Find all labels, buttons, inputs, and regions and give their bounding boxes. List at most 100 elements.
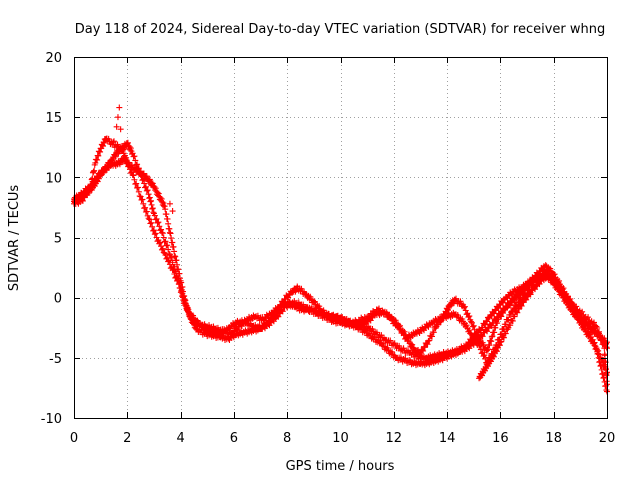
data-point [488, 338, 495, 345]
data-point [142, 184, 149, 191]
data-point [149, 180, 156, 187]
data-point [558, 287, 565, 294]
data-point [502, 330, 509, 337]
data-point [166, 229, 173, 236]
data-point [162, 206, 169, 213]
data-point [109, 157, 116, 164]
data-point [468, 338, 475, 345]
data-point [405, 336, 412, 343]
data-point [466, 313, 473, 320]
data-point [116, 104, 123, 111]
data-point [148, 179, 155, 186]
data-point [601, 374, 608, 381]
data-point [468, 318, 475, 325]
data-point [192, 317, 199, 324]
data-point [481, 321, 488, 328]
data-point [454, 311, 461, 318]
data-point [509, 317, 516, 324]
data-point [527, 291, 534, 298]
data-point [90, 168, 97, 175]
data-point [94, 157, 101, 164]
data-point [491, 310, 498, 317]
data-point [174, 261, 181, 268]
data-point [124, 139, 131, 146]
data-point [91, 183, 98, 190]
data-point [493, 348, 500, 355]
series-spikes [110, 104, 176, 215]
data-point [177, 275, 184, 282]
x-axis-label: GPS time / hours [286, 459, 395, 474]
data-point [407, 341, 414, 348]
data-point [524, 286, 531, 293]
data-point [173, 257, 180, 264]
data-point [421, 344, 428, 351]
data-point [143, 187, 150, 194]
data-point [169, 239, 176, 246]
data-point [593, 346, 600, 353]
data-point [587, 330, 594, 337]
data-point [500, 310, 507, 317]
axis-ticks: 0 2 4 6 8 10 12 14 16 18 20 -10 -5 0 5 10 15 20 [41, 51, 616, 446]
y-axis-label: SDTVAR / TECUs [7, 185, 22, 292]
data-point [436, 318, 443, 325]
data-point [149, 205, 156, 212]
data-point [459, 316, 466, 323]
y-tick-label: -5 [49, 352, 62, 367]
data-point [434, 321, 441, 328]
data-point [165, 220, 172, 227]
data-point [167, 230, 174, 237]
data-point [507, 322, 514, 329]
data-point [166, 251, 173, 258]
data-point [603, 387, 610, 394]
data-point [105, 135, 112, 142]
data-point [159, 245, 166, 252]
data-point [513, 309, 520, 316]
y-tick-label: 20 [45, 51, 62, 66]
data-point [145, 191, 152, 198]
data-point [601, 378, 608, 385]
data-point [389, 348, 396, 355]
data-point [437, 318, 444, 325]
data-point [132, 157, 139, 164]
data-point [469, 323, 476, 330]
data-point [482, 355, 489, 362]
data-point [106, 161, 113, 168]
data-point [100, 143, 107, 150]
data-point [596, 328, 603, 335]
data-point [518, 303, 525, 310]
data-point [170, 243, 177, 250]
y-tick-label: 0 [54, 292, 62, 307]
data-point [157, 194, 164, 201]
data-point [573, 303, 580, 310]
data-point [479, 324, 486, 331]
data-point [483, 317, 490, 324]
data-point [511, 313, 518, 320]
data-point [101, 139, 108, 146]
data-point [561, 293, 568, 300]
x-tick-label: 10 [332, 431, 349, 446]
data-point [146, 176, 153, 183]
data-point [142, 183, 149, 190]
data-point [384, 344, 391, 351]
data-point [311, 298, 318, 305]
data-point [479, 339, 486, 346]
data-point [421, 343, 428, 350]
data-point [117, 126, 124, 133]
data-point [425, 337, 432, 344]
data-point [599, 370, 606, 377]
data-point [416, 351, 423, 358]
data-point [149, 223, 156, 230]
x-tick-label: 4 [176, 431, 184, 446]
data-point [601, 352, 608, 359]
data-point [435, 321, 442, 328]
data-point [532, 286, 539, 293]
data-point [148, 219, 155, 226]
data-point [497, 339, 504, 346]
data-point [307, 293, 314, 300]
data-point [120, 146, 127, 153]
data-point [147, 220, 154, 227]
data-point [486, 342, 493, 349]
x-tick-label: 2 [123, 431, 131, 446]
data-point [409, 341, 416, 348]
data-point [234, 327, 241, 334]
